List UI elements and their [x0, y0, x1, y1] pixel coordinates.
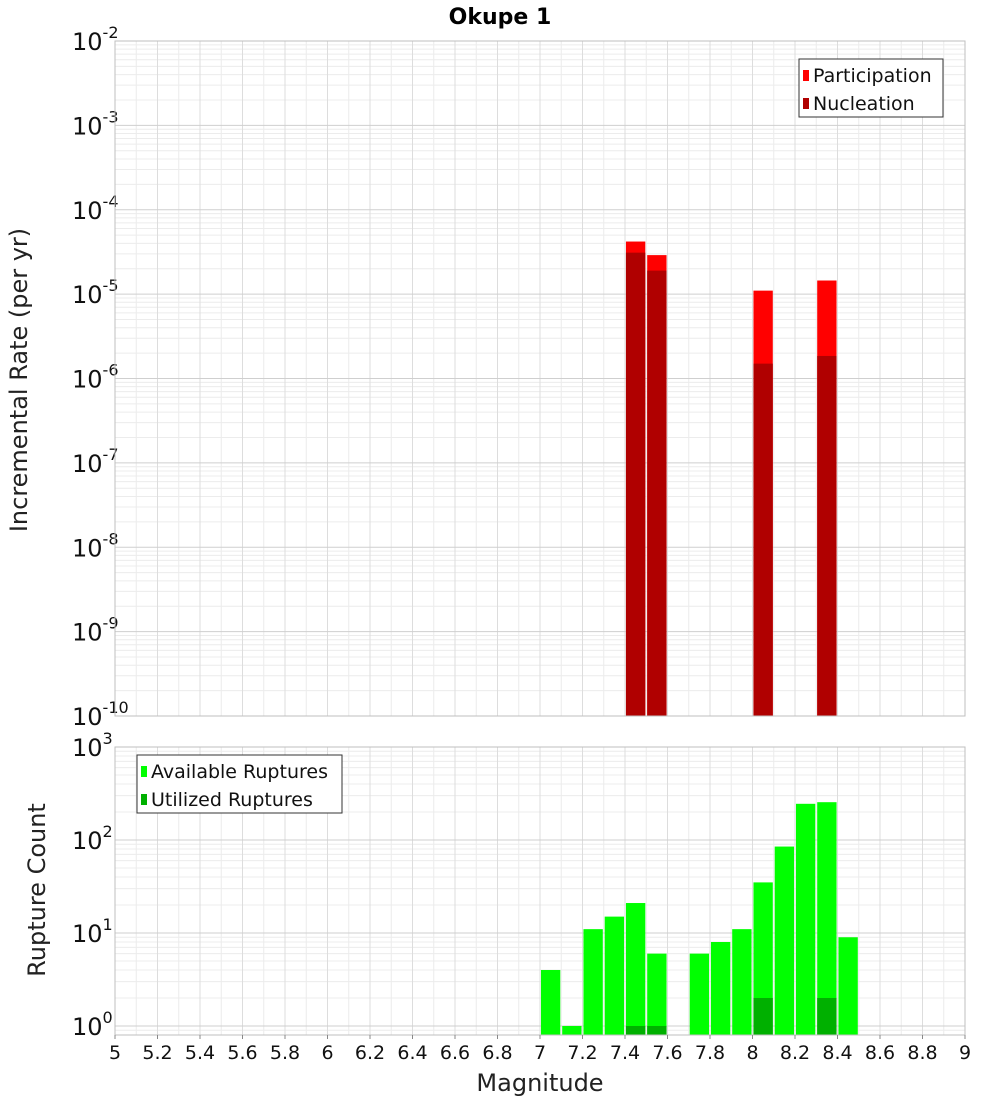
bottom-legend-label: Utilized Ruptures	[151, 789, 313, 811]
top-bar-nucleation	[625, 252, 646, 716]
bottom-y-axis-label: Rupture Count	[23, 803, 51, 977]
top-y-tick-label: 10-3	[72, 107, 119, 140]
bottom-bar-available-ruptures	[625, 903, 646, 1035]
bottom-bar-available-ruptures	[540, 969, 561, 1035]
bottom-legend-swatch	[141, 766, 147, 777]
x-tick-label: 8.4	[822, 1042, 852, 1064]
bottom-bar-utilized-ruptures	[625, 1025, 646, 1035]
x-tick-label: 7.6	[652, 1042, 682, 1064]
top-bar-nucleation	[753, 363, 773, 716]
plot-layer: 10-10 10-9 10-8 10-7 10-6 10-5 10-4 10-3 10-2 Par…	[72, 23, 971, 1064]
top-bar-nucleation	[647, 270, 667, 716]
top-legend: Participation Nucleation	[798, 58, 944, 118]
top-bar-nucleation	[817, 355, 837, 716]
x-tick-label: 8.2	[780, 1042, 810, 1064]
chart-title: Okupe 1	[449, 5, 552, 30]
top-y-tick-label: 10-2	[72, 23, 119, 56]
x-tick-label: 5.8	[270, 1042, 300, 1064]
bottom-bar-available-ruptures	[710, 942, 731, 1035]
x-tick-label: 5.4	[185, 1042, 215, 1064]
top-legend-box	[798, 58, 944, 118]
top-plot-frame	[114, 40, 966, 717]
top-y-axis-label: Incremental Rate (per yr)	[5, 228, 33, 532]
bottom-bar-available-ruptures	[583, 929, 603, 1035]
top-y-tick-label: 10-8	[72, 529, 119, 562]
top-y-tick-label: 10-9	[72, 614, 119, 647]
bottom-bar-available-ruptures	[604, 916, 625, 1035]
bottom-bar-available-ruptures	[838, 937, 858, 1035]
bottom-legend: Available Ruptures Utilized Ruptures	[136, 754, 343, 814]
top-legend-label: Participation	[813, 65, 932, 87]
top-y-tick-label: 10-10	[72, 698, 129, 731]
top-legend-label: Nucleation	[813, 93, 915, 115]
x-tick-label: 8.6	[865, 1042, 895, 1064]
top-y-tick-label: 10-4	[72, 192, 119, 225]
x-axis-label: Magnitude	[476, 1069, 603, 1097]
bottom-y-tick-label: 102	[72, 822, 113, 855]
bottom-bar-available-ruptures	[562, 1025, 582, 1035]
x-tick-label: 5	[109, 1042, 121, 1064]
bottom-legend-swatch	[141, 794, 147, 805]
bottom-y-tick-label: 101	[72, 915, 113, 948]
x-tick-label: 6.2	[355, 1042, 385, 1064]
bottom-bar-available-ruptures	[732, 929, 752, 1035]
bottom-bar-utilized-ruptures	[817, 997, 837, 1035]
top-panel: 10-10 10-9 10-8 10-7 10-6 10-5 10-4 10-3 10-2 Par…	[72, 23, 966, 731]
x-tick-label: 5.6	[227, 1042, 257, 1064]
x-tick-label: 8	[746, 1042, 758, 1064]
bottom-panel: 100 101 102 103 Available Ruptures Utilized R…	[72, 729, 971, 1064]
bottom-y-tick-label: 100	[72, 1008, 113, 1041]
bottom-bar-available-ruptures	[774, 846, 795, 1035]
bottom-bar-utilized-ruptures	[753, 997, 773, 1035]
bottom-bar-available-ruptures	[689, 953, 710, 1035]
x-tick-label: 7.2	[567, 1042, 597, 1064]
x-tick-label: 7.8	[695, 1042, 725, 1064]
x-tick-label: 7.4	[610, 1042, 640, 1064]
x-tick-label: 9	[959, 1042, 971, 1064]
top-y-tick-label: 10-7	[72, 445, 119, 478]
top-legend-swatch	[803, 70, 809, 81]
bottom-bar-available-ruptures	[795, 803, 816, 1035]
bottom-y-tick-label: 103	[72, 729, 113, 762]
x-tick-label: 6.4	[397, 1042, 427, 1064]
bottom-bar-available-ruptures	[817, 802, 837, 1035]
x-tick-label: 7	[534, 1042, 546, 1064]
top-y-tick-label: 10-5	[72, 276, 119, 309]
x-tick-label: 6.8	[482, 1042, 512, 1064]
bottom-bar-available-ruptures	[647, 953, 667, 1035]
x-tick-label: 5.2	[142, 1042, 172, 1064]
x-tick-label: 8.8	[907, 1042, 937, 1064]
x-tick-label: 6.6	[440, 1042, 470, 1064]
bottom-legend-box	[136, 754, 343, 814]
x-tick-label: 6	[321, 1042, 333, 1064]
bottom-bar-available-ruptures	[753, 882, 773, 1035]
bottom-legend-label: Available Ruptures	[151, 761, 328, 783]
top-legend-swatch	[803, 98, 809, 109]
bottom-bar-utilized-ruptures	[647, 1025, 667, 1035]
top-y-tick-label: 10-6	[72, 361, 119, 394]
